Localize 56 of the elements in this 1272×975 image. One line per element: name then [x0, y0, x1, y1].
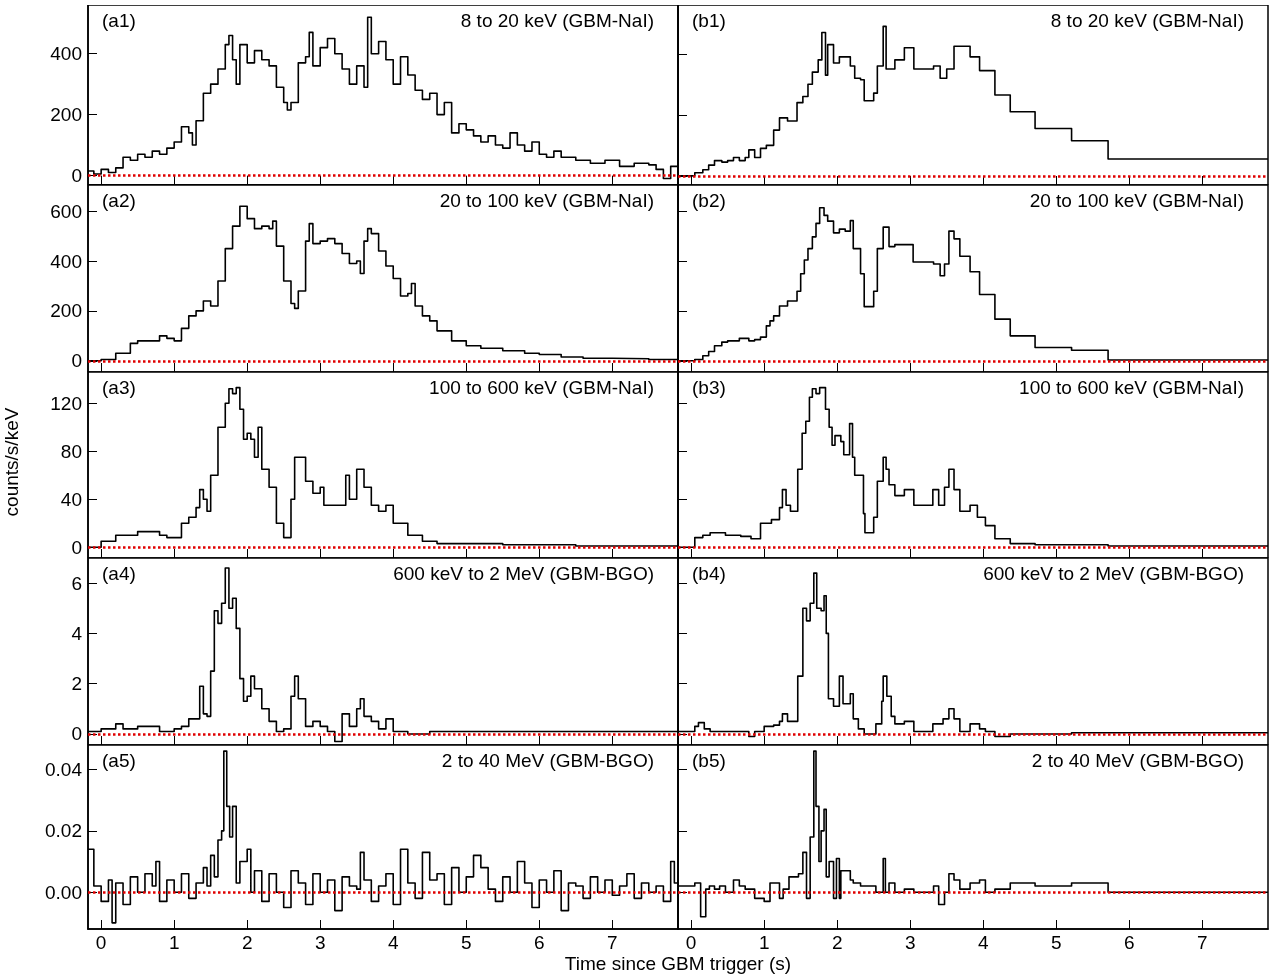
annotation: 2 to 40 MeV (GBM-BGO) — [1031, 750, 1245, 771]
y-tick-label: 0 — [71, 350, 82, 372]
y-tick-label: 400 — [50, 43, 82, 65]
x-tick-label: 2 — [831, 932, 843, 953]
annotation: 600 keV to 2 MeV (GBM-BGO) — [983, 563, 1245, 584]
annotation: 8 to 20 keV (GBM-NaI) — [460, 10, 655, 31]
x-tick-label: 0 — [685, 932, 697, 953]
y-tick-label: 400 — [50, 250, 82, 272]
x-tick-label: 0 — [95, 932, 107, 953]
x-tick-label: 3 — [904, 932, 916, 953]
y-tick-label: 200 — [50, 104, 82, 126]
y-tick-label: 4 — [71, 622, 83, 644]
x-tick-label: 5 — [460, 932, 472, 953]
annotation: (b1) — [692, 10, 726, 31]
y-tick-label: 200 — [50, 300, 82, 322]
x-tick-label: 2 — [241, 932, 253, 953]
x-tick-label: 4 — [387, 932, 399, 953]
annotation: 20 to 100 keV (GBM-NaI) — [439, 190, 655, 211]
x-tick-label: 7 — [606, 932, 618, 953]
y-tick-label: 2 — [71, 673, 82, 695]
x-tick-label: 6 — [1123, 932, 1135, 953]
annotation: 20 to 100 keV (GBM-NaI) — [1029, 190, 1245, 211]
annotation: 8 to 20 keV (GBM-NaI) — [1050, 10, 1245, 31]
annotation: (a2) — [102, 190, 136, 211]
x-tick-label: 5 — [1050, 932, 1062, 953]
x-tick-label: 7 — [1196, 932, 1208, 953]
y-tick-label: 0.04 — [45, 759, 83, 781]
x-tick-label: 4 — [977, 932, 989, 953]
y-tick-label: 0 — [71, 536, 82, 558]
y-tick-label: 600 — [50, 200, 82, 222]
x-tick-label: 1 — [168, 932, 180, 953]
x-tick-label: 1 — [758, 932, 770, 953]
annotation: (a3) — [102, 377, 136, 398]
annotation: (a1) — [102, 10, 136, 31]
annotation: (b4) — [692, 563, 726, 584]
annotation: (b3) — [692, 377, 726, 398]
y-tick-label: 80 — [60, 440, 82, 462]
x-tick-label: 3 — [314, 932, 326, 953]
y-tick-label: 0.00 — [45, 881, 82, 903]
x-tick-label: 6 — [533, 932, 545, 953]
annotation: (a5) — [102, 750, 136, 771]
y-axis-title: counts/s/keV — [1, 406, 23, 519]
annotation: (b5) — [692, 750, 726, 771]
annotation: 100 to 600 keV (GBM-NaI) — [429, 377, 655, 398]
annotation: (a4) — [102, 563, 136, 584]
y-tick-label: 0.02 — [45, 820, 82, 842]
annotation: (b2) — [692, 190, 726, 211]
y-tick-label: 6 — [71, 572, 82, 594]
y-tick-label: 0 — [71, 723, 82, 745]
annotation: 600 keV to 2 MeV (GBM-BGO) — [393, 563, 655, 584]
annotation: 2 to 40 MeV (GBM-BGO) — [441, 750, 655, 771]
x-axis-title: Time since GBM trigger (s) — [563, 953, 793, 975]
y-tick-label: 0 — [71, 165, 82, 186]
y-tick-label: 120 — [50, 392, 82, 414]
annotation: 100 to 600 keV (GBM-NaI) — [1019, 377, 1245, 398]
y-tick-label: 40 — [60, 488, 82, 510]
